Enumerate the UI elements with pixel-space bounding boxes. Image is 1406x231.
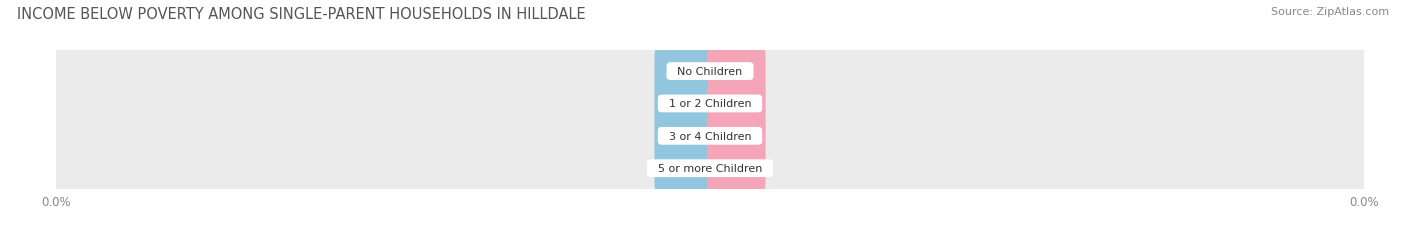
FancyBboxPatch shape xyxy=(53,44,1367,100)
Text: 0.0%: 0.0% xyxy=(721,164,751,173)
Text: 0.0%: 0.0% xyxy=(721,131,751,141)
Text: 0.0%: 0.0% xyxy=(721,67,751,77)
FancyBboxPatch shape xyxy=(53,108,1367,164)
FancyBboxPatch shape xyxy=(53,140,1367,197)
Text: Source: ZipAtlas.com: Source: ZipAtlas.com xyxy=(1271,7,1389,17)
FancyBboxPatch shape xyxy=(707,46,766,98)
Text: 0.0%: 0.0% xyxy=(669,164,699,173)
FancyBboxPatch shape xyxy=(654,110,713,162)
Text: 0.0%: 0.0% xyxy=(669,131,699,141)
FancyBboxPatch shape xyxy=(654,78,713,130)
Text: 0.0%: 0.0% xyxy=(669,67,699,77)
Text: 3 or 4 Children: 3 or 4 Children xyxy=(662,131,758,141)
FancyBboxPatch shape xyxy=(53,76,1367,132)
Text: 1 or 2 Children: 1 or 2 Children xyxy=(662,99,758,109)
FancyBboxPatch shape xyxy=(654,46,713,98)
Text: INCOME BELOW POVERTY AMONG SINGLE-PARENT HOUSEHOLDS IN HILLDALE: INCOME BELOW POVERTY AMONG SINGLE-PARENT… xyxy=(17,7,585,22)
Text: No Children: No Children xyxy=(671,67,749,77)
FancyBboxPatch shape xyxy=(707,110,766,162)
Text: 0.0%: 0.0% xyxy=(669,99,699,109)
Text: 5 or more Children: 5 or more Children xyxy=(651,164,769,173)
FancyBboxPatch shape xyxy=(707,78,766,130)
Text: 0.0%: 0.0% xyxy=(721,99,751,109)
FancyBboxPatch shape xyxy=(707,142,766,195)
FancyBboxPatch shape xyxy=(654,142,713,195)
